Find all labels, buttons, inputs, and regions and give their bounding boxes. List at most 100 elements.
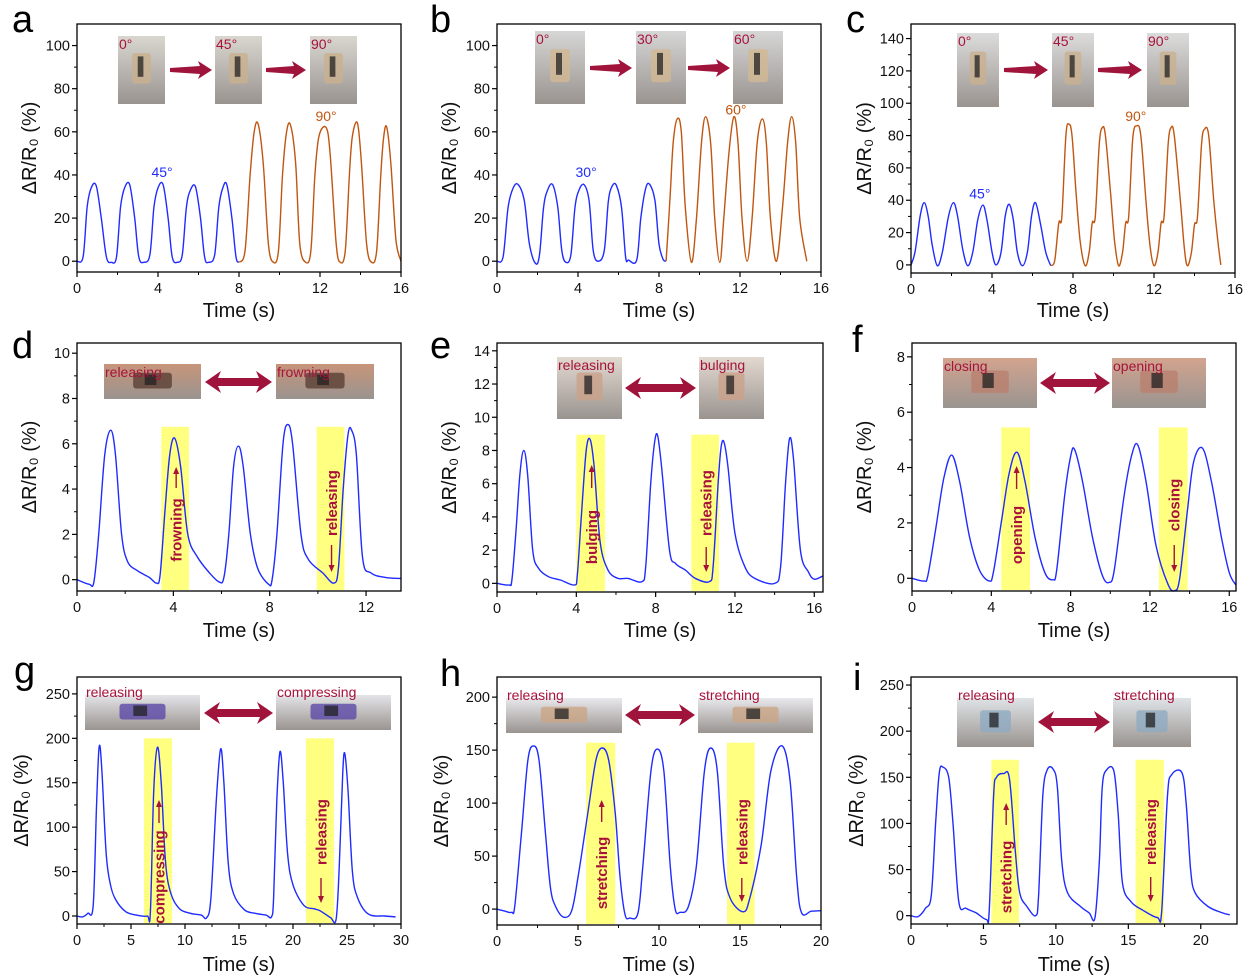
inset-photo	[276, 364, 374, 399]
inset-label: compressing	[277, 684, 356, 700]
series-line-0	[496, 182, 667, 265]
inset-label: 45°	[1053, 33, 1074, 49]
panel-letter: i	[853, 657, 861, 699]
series-line-0	[496, 745, 822, 920]
x-tick-label: 8	[266, 600, 274, 616]
x-axis-title: Time (s)	[1037, 300, 1110, 322]
series-line-0	[911, 442, 1237, 592]
inset-photo	[943, 358, 1037, 408]
y-tick-label: 8	[897, 350, 905, 366]
y-tick-label: 250	[880, 678, 904, 694]
y-tick-label: 150	[46, 776, 70, 792]
x-tick-label: 5	[979, 933, 987, 949]
inset-photo	[215, 36, 262, 104]
panel-letter: b	[430, 0, 451, 41]
panel-letter: g	[14, 650, 35, 692]
x-tick-label: 16	[393, 281, 409, 297]
y-tick-label: 60	[474, 125, 490, 141]
inset-photo	[535, 31, 585, 104]
sensor-shape	[554, 708, 569, 719]
double-arrow-icon	[205, 371, 272, 393]
x-axis-title: Time (s)	[1038, 620, 1111, 642]
x-axis-title: Time (s)	[203, 620, 276, 642]
series-line-0	[76, 181, 240, 264]
y-axis-title: ΔR/R₀ (%)	[846, 754, 868, 847]
arrow-down-icon	[1171, 545, 1178, 572]
y-tick-label: 200	[46, 731, 70, 747]
x-tick-label: 10	[177, 933, 193, 949]
x-tick-label: 5	[574, 934, 582, 950]
y-tick-label: 0	[482, 254, 490, 270]
angle-annotation: 45°	[969, 186, 990, 202]
highlight-band	[1158, 427, 1188, 590]
x-tick-label: 15	[1120, 933, 1136, 949]
y-axis-title: ΔR/R₀ (%)	[854, 421, 876, 514]
angle-annotation: 30°	[576, 164, 597, 180]
y-tick-label: 100	[46, 39, 70, 55]
arrow-up-icon	[588, 465, 595, 488]
angle-annotation: 90°	[315, 108, 336, 124]
y-tick-label: 8	[482, 443, 490, 459]
y-axis-title: ΔR/R₀ (%)	[19, 102, 41, 195]
x-tick-label: 16	[1227, 282, 1243, 298]
x-tick-label: 8	[1069, 282, 1077, 298]
band-label: stretching	[999, 841, 1016, 914]
arrow-down-icon	[738, 878, 745, 902]
band-label: opening	[1009, 506, 1026, 564]
y-axis-title: ΔR/R₀ (%)	[854, 102, 876, 195]
sensor-shape	[133, 705, 148, 716]
x-tick-label: 4	[574, 281, 582, 297]
x-tick-label: 25	[339, 933, 355, 949]
x-tick-label: 10	[651, 934, 667, 950]
y-tick-label: 80	[474, 82, 490, 98]
x-tick-label: 5	[127, 933, 135, 949]
sensor-shape	[974, 55, 980, 78]
sensor-shape	[1069, 55, 1075, 78]
inset-label: releasing	[507, 687, 564, 703]
band-label: releasing	[324, 470, 341, 536]
sensor-shape	[657, 52, 663, 75]
x-tick-label: 4	[169, 600, 177, 616]
sensor-shape	[137, 56, 144, 77]
inset-photo	[957, 698, 1034, 747]
inset-photo	[698, 698, 813, 733]
highlight-band	[727, 742, 755, 924]
arrow-down-icon	[328, 545, 335, 572]
x-tick-label: 20	[285, 933, 301, 949]
y-tick-label: 0	[62, 573, 70, 589]
inset-label: 0°	[958, 33, 971, 49]
series-line-0	[76, 744, 396, 924]
arrow-right-icon	[590, 59, 632, 77]
highlight-band	[143, 738, 173, 923]
band-label: compressing	[152, 830, 169, 923]
inset-photo	[118, 36, 165, 104]
y-tick-label: 60	[54, 125, 70, 141]
panel-letter: d	[12, 325, 33, 367]
inset-label: stretching	[1114, 687, 1175, 703]
inset-label: frowning	[277, 364, 330, 380]
inset-photo	[636, 31, 686, 104]
x-tick-label: 0	[493, 601, 501, 617]
inset-photo	[1147, 33, 1189, 107]
y-tick-label: 100	[466, 39, 490, 55]
series-line-0	[910, 201, 1052, 267]
sensor-shape	[324, 705, 339, 716]
panel-letter: f	[852, 319, 863, 361]
y-tick-label: 4	[62, 482, 70, 498]
series-line-0	[76, 423, 402, 588]
y-tick-label: 2	[897, 516, 905, 532]
y-axis-title: ΔR/R₀ (%)	[11, 754, 33, 847]
y-axis-title: ΔR/R₀ (%)	[19, 421, 41, 514]
x-tick-label: 4	[987, 600, 995, 616]
band-label: releasing	[699, 470, 716, 536]
x-axis-title: Time (s)	[623, 300, 696, 322]
x-tick-label: 0	[908, 600, 916, 616]
x-tick-label: 0	[907, 282, 915, 298]
sensor-shape	[584, 375, 593, 395]
series-line-1	[665, 115, 808, 264]
sensor-shape	[726, 375, 735, 395]
panel-b: b 0 4 8 12 16 0 20 40 60 80 100 Time (s) ΔR/R₀ (%) 30°…	[430, 0, 829, 322]
x-tick-label: 30	[393, 933, 409, 949]
